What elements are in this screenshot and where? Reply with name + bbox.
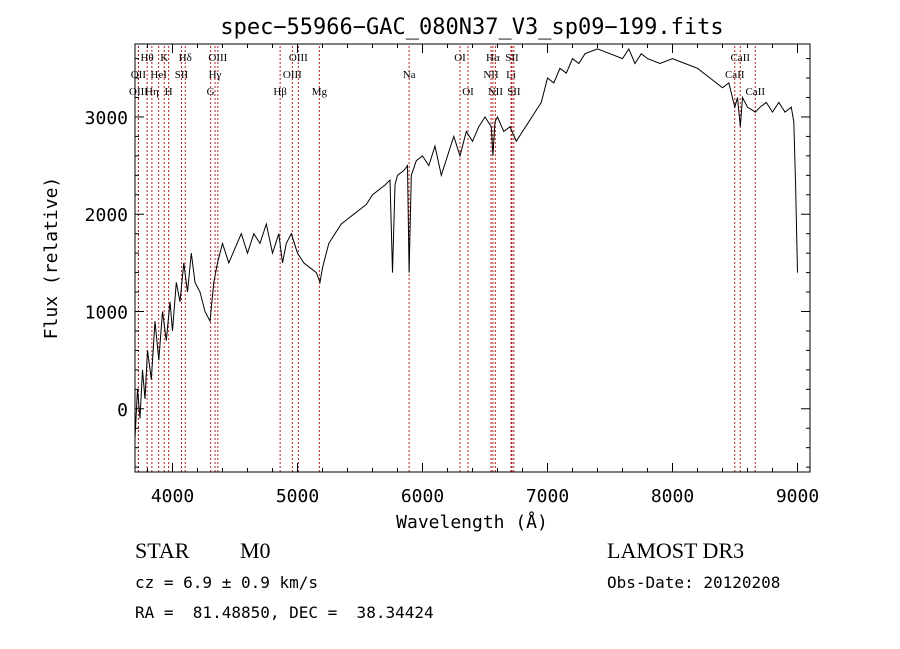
marker-label-15: Mg (312, 86, 328, 98)
y-tick-label-2: 2000 (85, 205, 128, 226)
x-tick-label-5: 9000 (776, 486, 819, 507)
marker-label-23: Li (506, 69, 516, 81)
y-tick-label-0: 0 (117, 400, 128, 421)
y-tick-label-3: 3000 (85, 108, 128, 129)
survey-label: LAMOST DR3 (607, 538, 745, 563)
marker-label-6: H (165, 86, 173, 98)
y-axis-ticks: 0 1000 2000 3000 (85, 58, 810, 468)
y-axis-label: Flux (relative) (41, 177, 62, 340)
redshift-text: cz = 6.9 ± 0.9 km/s (135, 573, 319, 592)
marker-label-12: Hβ (273, 86, 287, 98)
marker-label-21: NII (488, 86, 504, 98)
marker-label-8: Hδ (179, 52, 192, 64)
marker-label-7: SII (175, 69, 189, 81)
marker-label-20: NII (483, 69, 499, 81)
x-tick-label-0: 4000 (151, 486, 194, 507)
marker-label-5: K (160, 52, 168, 64)
x-axis-ticks: 4000 5000 6000 7000 8000 9000 (147, 44, 819, 507)
spectral-line-labels: HθOIIOIIIHηHeIKHSIIHδGOIIIHγHβOIIIOIIIMg… (129, 52, 765, 98)
marker-label-27: CaII (745, 86, 765, 98)
marker-label-19: Hα (486, 52, 500, 64)
marker-label-13: OIII (289, 52, 308, 64)
marker-label-22: SII (505, 52, 519, 64)
coords-text: RA = 81.48850, DEC = 38.34424 (135, 603, 434, 622)
y-tick-label-1: 1000 (85, 303, 128, 324)
marker-label-17: OI (454, 52, 466, 64)
marker-label-24: SII (507, 86, 521, 98)
marker-label-26: CaII (725, 69, 745, 81)
x-tick-label-3: 7000 (526, 486, 569, 507)
marker-label-1: OII (131, 69, 147, 81)
marker-label-16: Na (403, 69, 416, 81)
x-tick-label-4: 8000 (651, 486, 694, 507)
marker-label-2: OIII (129, 86, 148, 98)
x-tick-label-2: 6000 (401, 486, 444, 507)
marker-label-11: Hγ (209, 69, 222, 81)
marker-label-25: CaII (730, 52, 750, 64)
x-axis-label: Wavelength (Å) (396, 511, 548, 533)
chart-title: spec−55966−GAC_080N37_V3_sp09−199.fits (220, 15, 723, 40)
marker-label-0: Hθ (141, 52, 154, 64)
marker-label-14: OIII (283, 69, 302, 81)
object-class: STAR (135, 538, 190, 563)
spectrum-line (134, 47, 798, 439)
object-subclass: M0 (240, 538, 271, 563)
marker-label-4: HeI (150, 69, 167, 81)
marker-label-9: G (207, 86, 215, 98)
marker-label-10: OIII (208, 52, 227, 64)
marker-label-18: OI (462, 86, 474, 98)
x-tick-label-1: 5000 (276, 486, 319, 507)
marker-label-3: Hη (145, 86, 159, 98)
obs-date-text: Obs-Date: 20120208 (607, 573, 781, 592)
plot-frame (134, 43, 811, 473)
